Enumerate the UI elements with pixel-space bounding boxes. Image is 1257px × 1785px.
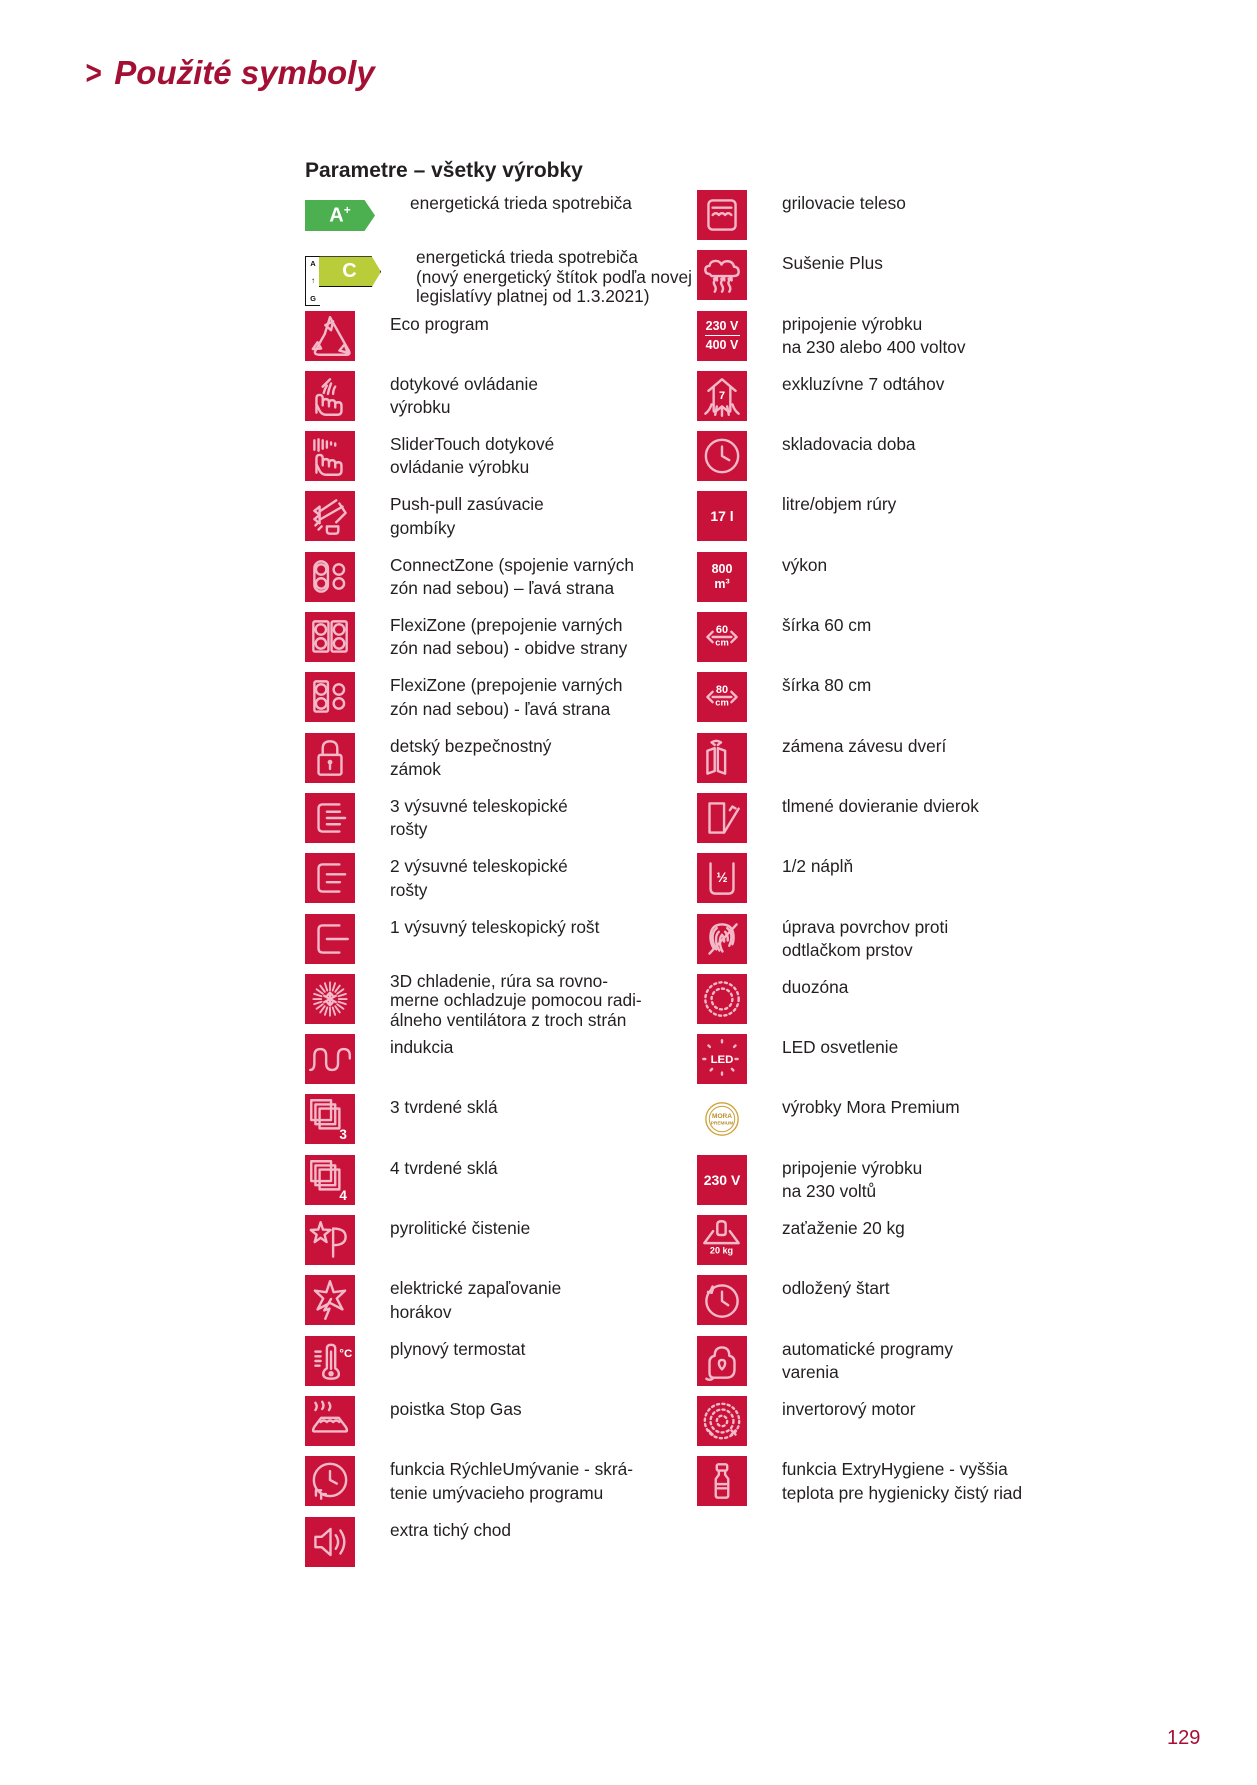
svg-text:4: 4: [339, 1188, 347, 1203]
svg-text:LED: LED: [711, 1054, 734, 1066]
svg-text:20 kg: 20 kg: [710, 1246, 733, 1256]
svg-text:cm: cm: [715, 698, 729, 708]
svg-text:60: 60: [716, 624, 728, 636]
svg-text:°C: °C: [339, 1347, 352, 1359]
svg-text:7: 7: [719, 390, 725, 402]
svg-text:MORA: MORA: [712, 1113, 732, 1120]
svg-text:80: 80: [716, 684, 728, 696]
svg-text:3: 3: [339, 1127, 347, 1142]
svg-text:½: ½: [716, 870, 727, 885]
svg-text:PREMIUM: PREMIUM: [711, 1121, 734, 1127]
svg-text:cm: cm: [715, 637, 729, 647]
